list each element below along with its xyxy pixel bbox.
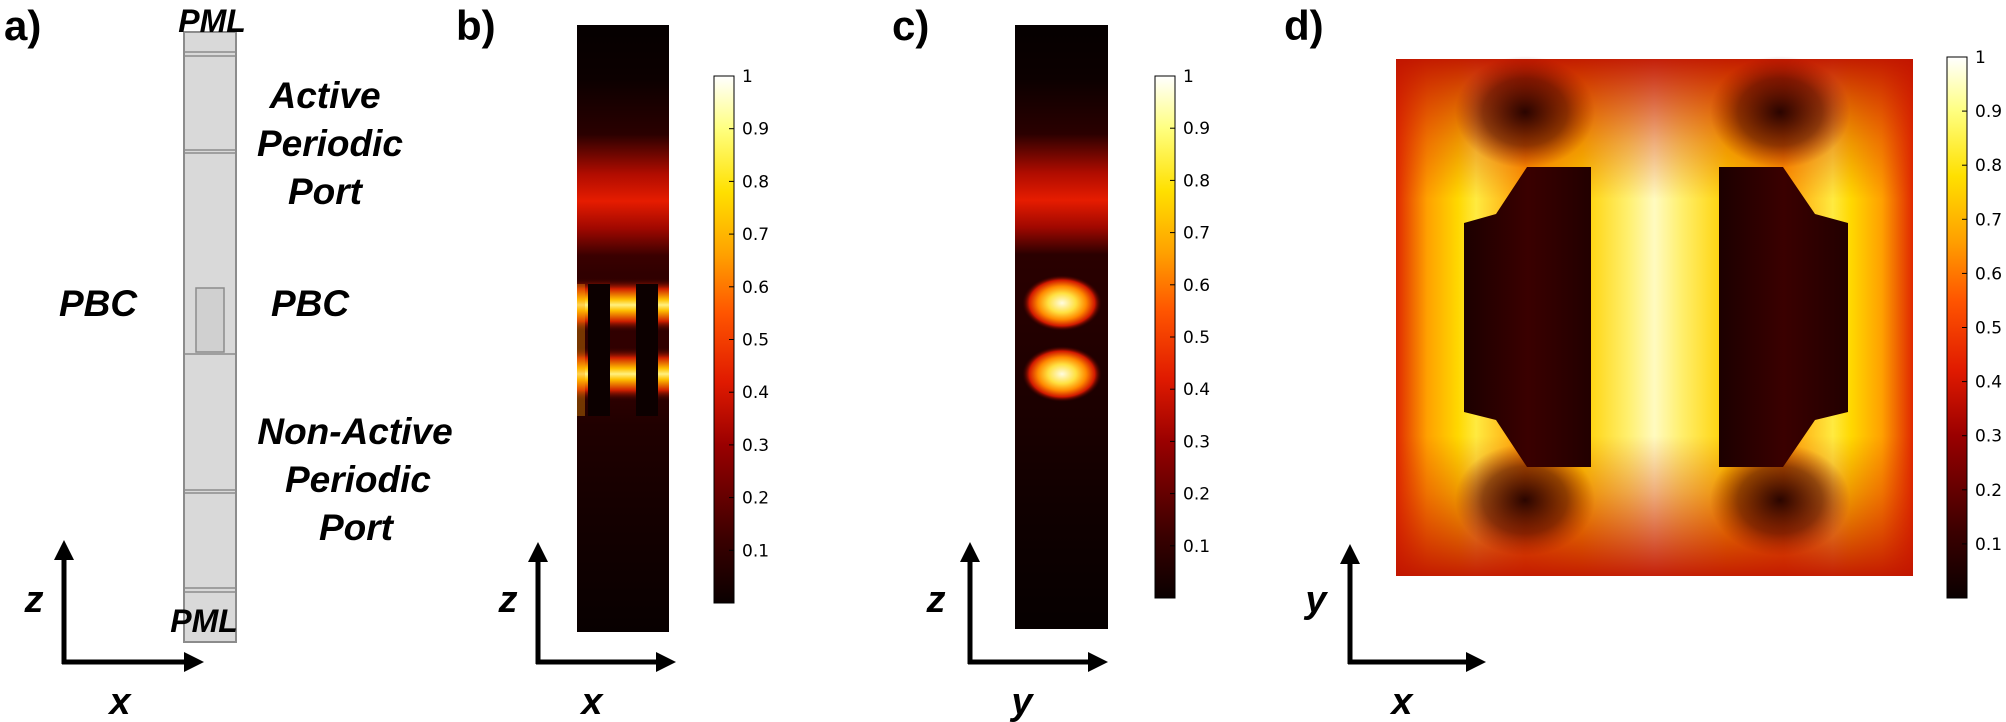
rod-right [1719,167,1848,467]
colorbar-b-tick-label: 0.3 [742,436,769,456]
colorbar-d: 0.1 0.2 0.3 0.4 0.5 0.6 0.7 0.8 0.9 1 [1946,48,2002,599]
colorbar-b-tick-label: 0.8 [742,172,769,192]
colorbar-d-ticks: 0.1 0.2 0.3 0.4 0.5 0.6 0.7 0.8 0.9 1 [1962,48,2002,555]
scatterer-block [195,287,225,353]
panel-d: d) 0.1 0.2 0.3 0.4 0.5 0.6 0.7 0.8 0.9 1 y [1284,2,2002,722]
colorbar-b-tick-label: 1 [742,67,753,87]
shadow-top-left [1455,56,1595,168]
axis-label-vertical-d: y [1303,579,1328,621]
colorbar-c-tick-label: 0.9 [1183,119,1210,139]
z-arrowhead-icon-c [960,542,980,562]
panel-c-label: c) [892,2,929,49]
axis-label-horizontal-b: x [579,681,604,722]
pml-bottom-label: PML [170,603,238,639]
x-arrowhead-icon-d [1466,652,1486,672]
x-arrowhead-icon [184,652,204,672]
rod-shadow-right [636,284,658,416]
shadow-bottom-left [1455,444,1595,556]
colorbar-c-ticks: 0.1 0.2 0.3 0.4 0.5 0.6 0.7 0.8 0.9 1 [1170,67,1210,557]
colorbar-d-tick-label: 0.2 [1975,481,2002,501]
axes-c: z y [926,542,1108,722]
non-active-port-label-line3: Port [319,507,395,548]
colorbar-c-tick-label: 0.6 [1183,276,1210,296]
axes-b: z x [498,542,676,722]
colorbar-b-tick-label: 0.4 [742,383,769,403]
z-arrowhead-icon [54,540,74,560]
hot-spot-lower [1022,346,1102,402]
pbc-left-label: PBC [59,283,138,324]
colorbar-b-tick-label: 0.5 [742,331,769,351]
colorbar-c-tick-label: 0.3 [1183,432,1210,452]
rod-left [1464,167,1591,467]
colorbar-d-tick-label: 0.3 [1975,427,2002,447]
colorbar-d-tick-label: 0.9 [1975,102,2002,122]
colorbar-c-tick-label: 0.7 [1183,224,1210,244]
colorbar-c-tick-label: 0.8 [1183,171,1210,191]
pbc-right-label: PBC [271,283,350,324]
panel-a: a) PML PML Active Periodic Port PBC PBC … [4,2,453,722]
colorbar-c-tick-label: 0.5 [1183,328,1210,348]
pml-top-label: PML [178,3,246,39]
colorbar-c-tick-label: 0.4 [1183,380,1210,400]
z-arrowhead-icon-b [528,542,548,562]
axis-label-vertical-b: z [498,579,518,621]
rod-shadow-left [588,284,610,416]
colorbar-d-tick-label: 1 [1975,48,1986,68]
panel-b-label: b) [456,2,496,49]
field-map-d [1396,56,1913,576]
y-arrowhead-icon-d [1340,544,1360,564]
axis-label-vertical-a: z [24,579,44,621]
y-arrowhead-icon-c [1088,652,1108,672]
hot-spot-upper [1022,275,1102,331]
colorbar-c: 0.1 0.2 0.3 0.4 0.5 0.6 0.7 0.8 0.9 1 [1154,67,1210,599]
colorbar-b-ticks: 0.1 0.2 0.3 0.4 0.5 0.6 0.7 0.8 0.9 1 [729,67,769,561]
colorbar-b-tick-label: 0.2 [742,489,769,509]
axis-label-vertical-c: z [926,579,946,621]
panel-d-label: d) [1284,2,1324,49]
colorbar-b-tick-label: 0.1 [742,541,769,561]
field-map-c [1015,25,1108,629]
active-port-label-line3: Port [288,171,364,212]
shadow-top-right [1710,56,1850,168]
edge-glow-left [577,284,585,416]
colorbar-c-tick-label: 0.1 [1183,537,1210,557]
axis-label-horizontal-a: x [107,681,132,722]
colorbar-d-tick-label: 0.1 [1975,535,2002,555]
colorbar-d-tick-label: 0.7 [1975,210,2002,230]
x-arrowhead-icon-b [656,652,676,672]
shadow-bottom-right [1710,444,1850,556]
colorbar-c-tick-label: 1 [1183,67,1194,87]
colorbar-d-tick-label: 0.6 [1975,264,2002,284]
non-active-port-label-line1: Non-Active [257,411,452,452]
colorbar-b-tick-label: 0.7 [742,225,769,245]
axes-d: y x [1303,544,1486,722]
colorbar-b-tick-label: 0.9 [742,120,769,140]
axis-label-horizontal-c: y [1009,681,1034,722]
colorbar-b-tick-label: 0.6 [742,278,769,298]
colorbar-d-tick-label: 0.4 [1975,373,2002,393]
axes-a: z x [24,540,204,722]
panel-b: b) 0.1 0.2 0.3 0.4 0.5 0.6 0.7 0.8 0.9 1 z x [456,2,769,722]
colorbar-d-tick-label: 0.8 [1975,156,2002,176]
active-port-label-line1: Active [268,75,380,116]
active-port-label-line2: Periodic [257,123,403,164]
field-map-b [577,25,669,632]
axis-label-horizontal-d: x [1389,681,1414,722]
colorbar-b: 0.1 0.2 0.3 0.4 0.5 0.6 0.7 0.8 0.9 1 [713,67,769,604]
non-active-port-label-line2: Periodic [285,459,431,500]
panel-a-label: a) [4,2,41,49]
colorbar-c-tick-label: 0.2 [1183,485,1210,505]
colorbar-d-tick-label: 0.5 [1975,319,2002,339]
panel-c: c) 0.1 0.2 0.3 0.4 0.5 0.6 0.7 0.8 0.9 1 z y [892,2,1210,722]
